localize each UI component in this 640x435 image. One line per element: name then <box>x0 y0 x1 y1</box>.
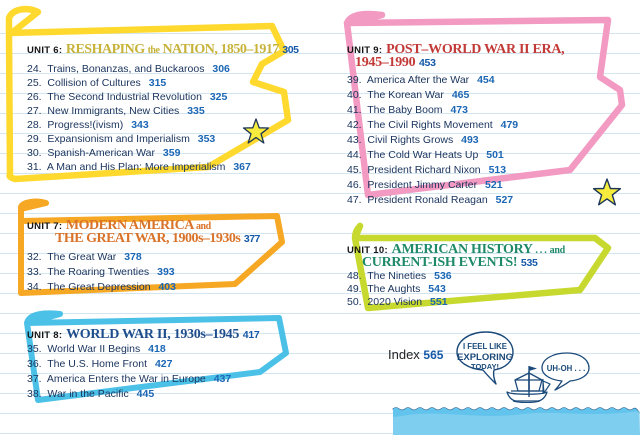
svg-text:TODAY!: TODAY! <box>471 362 499 371</box>
svg-text:I FEEL LIKE: I FEEL LIKE <box>463 342 507 351</box>
